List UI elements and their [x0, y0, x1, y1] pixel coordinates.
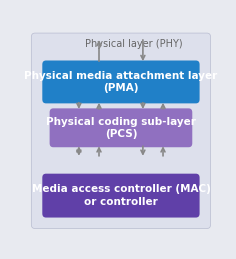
FancyBboxPatch shape	[31, 33, 211, 228]
Text: Physical coding sub-layer
(PCS): Physical coding sub-layer (PCS)	[46, 117, 196, 139]
FancyBboxPatch shape	[42, 61, 200, 103]
Text: Physical media attachment layer
(PMA): Physical media attachment layer (PMA)	[24, 71, 218, 93]
Text: Physical layer (PHY): Physical layer (PHY)	[85, 39, 183, 49]
FancyBboxPatch shape	[42, 174, 200, 218]
Text: Media access controller (MAC)
or controller: Media access controller (MAC) or control…	[32, 184, 210, 207]
FancyBboxPatch shape	[50, 108, 192, 147]
